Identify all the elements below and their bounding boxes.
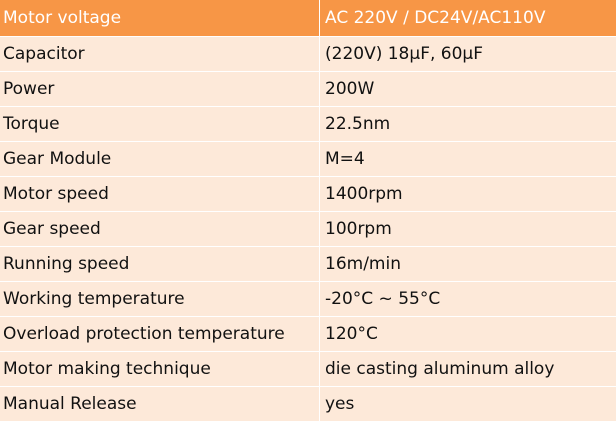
table-row: Gear speed 100rpm (0, 211, 616, 247)
table-row: Running speed 16m/min (0, 246, 616, 282)
bottom-edge (0, 422, 616, 425)
header-value-cell: AC 220V / DC24V/AC110V (319, 0, 616, 37)
row-value-cell: die casting aluminum alloy (319, 351, 616, 387)
row-value-cell: (220V) 18μF, 60μF (319, 36, 616, 72)
row-label-cell: Working temperature (0, 281, 320, 317)
table-row: Motor speed 1400rpm (0, 176, 616, 212)
row-label-cell: Gear Module (0, 141, 320, 177)
table-row: Torque 22.5nm (0, 106, 616, 142)
table-row: Capacitor (220V) 18μF, 60μF (0, 36, 616, 72)
row-label-cell: Gear speed (0, 211, 320, 247)
row-label-cell: Overload protection temperature (0, 316, 320, 352)
row-label-cell: Motor speed (0, 176, 320, 212)
header-label-cell: Motor voltage (0, 0, 320, 37)
row-label-cell: Motor making technique (0, 351, 320, 387)
table-row: Gear Module M=4 (0, 141, 616, 177)
row-value-cell: 120°C (319, 316, 616, 352)
table-header-row: Motor voltage AC 220V / DC24V/AC110V (0, 0, 616, 37)
row-value-cell: 22.5nm (319, 106, 616, 142)
row-label-cell: Running speed (0, 246, 320, 282)
row-value-cell: -20°C ~ 55°C (319, 281, 616, 317)
row-label-cell: Power (0, 71, 320, 107)
row-value-cell: yes (319, 386, 616, 422)
row-label-cell: Manual Release (0, 386, 320, 422)
table-row: Working temperature -20°C ~ 55°C (0, 281, 616, 317)
table-row: Motor making technique die casting alumi… (0, 351, 616, 387)
row-label-cell: Capacitor (0, 36, 320, 72)
row-value-cell: M=4 (319, 141, 616, 177)
row-label-cell: Torque (0, 106, 320, 142)
table-row: Overload protection temperature 120°C (0, 316, 616, 352)
table-row: Power 200W (0, 71, 616, 107)
row-value-cell: 100rpm (319, 211, 616, 247)
table-row: Manual Release yes (0, 386, 616, 422)
row-value-cell: 200W (319, 71, 616, 107)
row-value-cell: 1400rpm (319, 176, 616, 212)
row-value-cell: 16m/min (319, 246, 616, 282)
